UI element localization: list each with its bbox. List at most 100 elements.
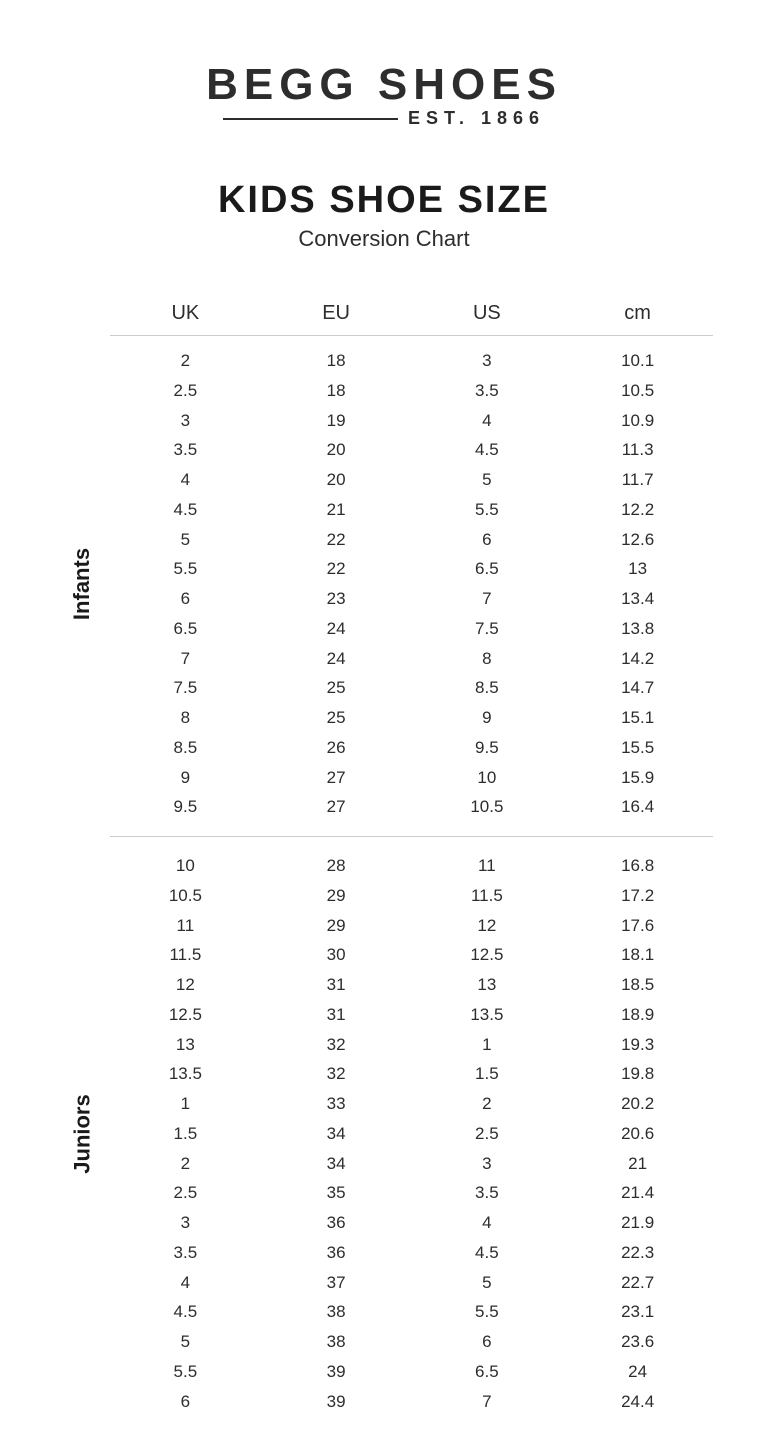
table-cell: 4.5 (412, 435, 563, 465)
table-header-area: UK EU US cm (110, 302, 713, 346)
table-row: 420511.7 (110, 465, 713, 495)
table-row: 2.5183.510.5 (110, 376, 713, 406)
table-cell: 9.5 (110, 792, 261, 822)
table-row: 437522.7 (110, 1268, 713, 1298)
table-cell: 26 (261, 733, 412, 763)
table-row: 218310.1 (110, 346, 713, 376)
table-cell: 24 (261, 614, 412, 644)
table-cell: 5.5 (110, 554, 261, 584)
table-cell: 12.5 (412, 940, 563, 970)
table-cell: 2.5 (110, 376, 261, 406)
table-cell: 6 (412, 525, 563, 555)
header-section: UK EU US cm (55, 302, 713, 346)
table-cell: 23.6 (562, 1327, 713, 1357)
table-cell: 22.3 (562, 1238, 713, 1268)
table-row: 9.52710.516.4 (110, 792, 713, 822)
table-cell: 1.5 (412, 1059, 563, 1089)
column-headers: UK EU US cm (110, 302, 713, 336)
table-cell: 14.7 (562, 673, 713, 703)
table-cell: 37 (261, 1268, 412, 1298)
table-cell: 8.5 (110, 733, 261, 763)
table-row: 724814.2 (110, 644, 713, 674)
table-cell: 12.6 (562, 525, 713, 555)
table-cell: 21.9 (562, 1208, 713, 1238)
table-cell: 21.4 (562, 1178, 713, 1208)
table-row: 1332119.3 (110, 1030, 713, 1060)
table-cell: 13 (110, 1030, 261, 1060)
table-cell: 3.5 (110, 1238, 261, 1268)
table-cell: 8.5 (412, 673, 563, 703)
table-cell: 24.4 (562, 1387, 713, 1417)
established-row: EST. 1866 (55, 108, 713, 129)
table-cell: 18.5 (562, 970, 713, 1000)
table-cell: 33 (261, 1089, 412, 1119)
table-cell: 4 (412, 406, 563, 436)
table-cell: 2 (110, 1149, 261, 1179)
table-cell: 13 (562, 554, 713, 584)
section-divider (110, 836, 713, 837)
table-row: 3.5204.511.3 (110, 435, 713, 465)
side-label: Infants (55, 346, 110, 822)
table-cell: 5.5 (412, 1297, 563, 1327)
page-title: KIDS SHOE SIZE (55, 179, 713, 222)
table-row: 12.53113.518.9 (110, 1000, 713, 1030)
table-cell: 22 (261, 525, 412, 555)
table-row: 13.5321.519.8 (110, 1059, 713, 1089)
table-cell: 13.4 (562, 584, 713, 614)
table-row: 2.5353.521.4 (110, 1178, 713, 1208)
table-cell: 8 (110, 703, 261, 733)
table-cell: 1 (110, 1089, 261, 1119)
table-cell: 11.5 (110, 940, 261, 970)
table-row: 10.52911.517.2 (110, 881, 713, 911)
table-row: 8.5269.515.5 (110, 733, 713, 763)
table-row: 234321 (110, 1149, 713, 1179)
table-cell: 5.5 (412, 495, 563, 525)
table-cell: 30 (261, 940, 412, 970)
table-cell: 10.5 (412, 792, 563, 822)
table-cell: 6.5 (412, 554, 563, 584)
table-cell: 3 (412, 1149, 563, 1179)
table-row: 522612.6 (110, 525, 713, 555)
table-body: 10281116.810.52911.517.211291217.611.530… (110, 851, 713, 1416)
table-cell: 13 (412, 970, 563, 1000)
table-cell: 11 (110, 911, 261, 941)
table-row: 133220.2 (110, 1089, 713, 1119)
table-cell: 38 (261, 1297, 412, 1327)
col-cm: cm (562, 302, 713, 325)
table-row: 825915.1 (110, 703, 713, 733)
table-cell: 10 (110, 851, 261, 881)
table-cell: 10.1 (562, 346, 713, 376)
table-cell: 6 (412, 1327, 563, 1357)
established-text: EST. 1866 (408, 108, 545, 129)
table-cell: 20.2 (562, 1089, 713, 1119)
table-cell: 16.8 (562, 851, 713, 881)
table-cell: 10.5 (562, 376, 713, 406)
table-row: 1.5342.520.6 (110, 1119, 713, 1149)
table-cell: 7 (110, 644, 261, 674)
page-subtitle: Conversion Chart (55, 226, 713, 252)
table-row: 538623.6 (110, 1327, 713, 1357)
table-cell: 1 (412, 1030, 563, 1060)
brand-name: BEGG SHOES (55, 60, 713, 110)
table-cell: 18.9 (562, 1000, 713, 1030)
table-row: 319410.9 (110, 406, 713, 436)
table-cell: 12.2 (562, 495, 713, 525)
table-cell: 5 (412, 1268, 563, 1298)
table-body: 218310.12.5183.510.5319410.93.5204.511.3… (110, 346, 713, 822)
table-cell: 31 (261, 970, 412, 1000)
side-label: Juniors (55, 851, 110, 1416)
table-cell: 3 (110, 1208, 261, 1238)
table-cell: 38 (261, 1327, 412, 1357)
table-cell: 6.5 (110, 614, 261, 644)
table-cell: 11.5 (412, 881, 563, 911)
table-row: 11291217.6 (110, 911, 713, 941)
table-row: 5.5396.524 (110, 1357, 713, 1387)
table-cell: 15.5 (562, 733, 713, 763)
divider-line (223, 118, 398, 120)
size-chart: UK EU US cm Infants218310.12.5183.510.53… (55, 302, 713, 1416)
table-cell: 18.1 (562, 940, 713, 970)
table-cell: 5 (110, 525, 261, 555)
table-cell: 17.2 (562, 881, 713, 911)
table-cell: 1.5 (110, 1119, 261, 1149)
table-cell: 5.5 (110, 1357, 261, 1387)
